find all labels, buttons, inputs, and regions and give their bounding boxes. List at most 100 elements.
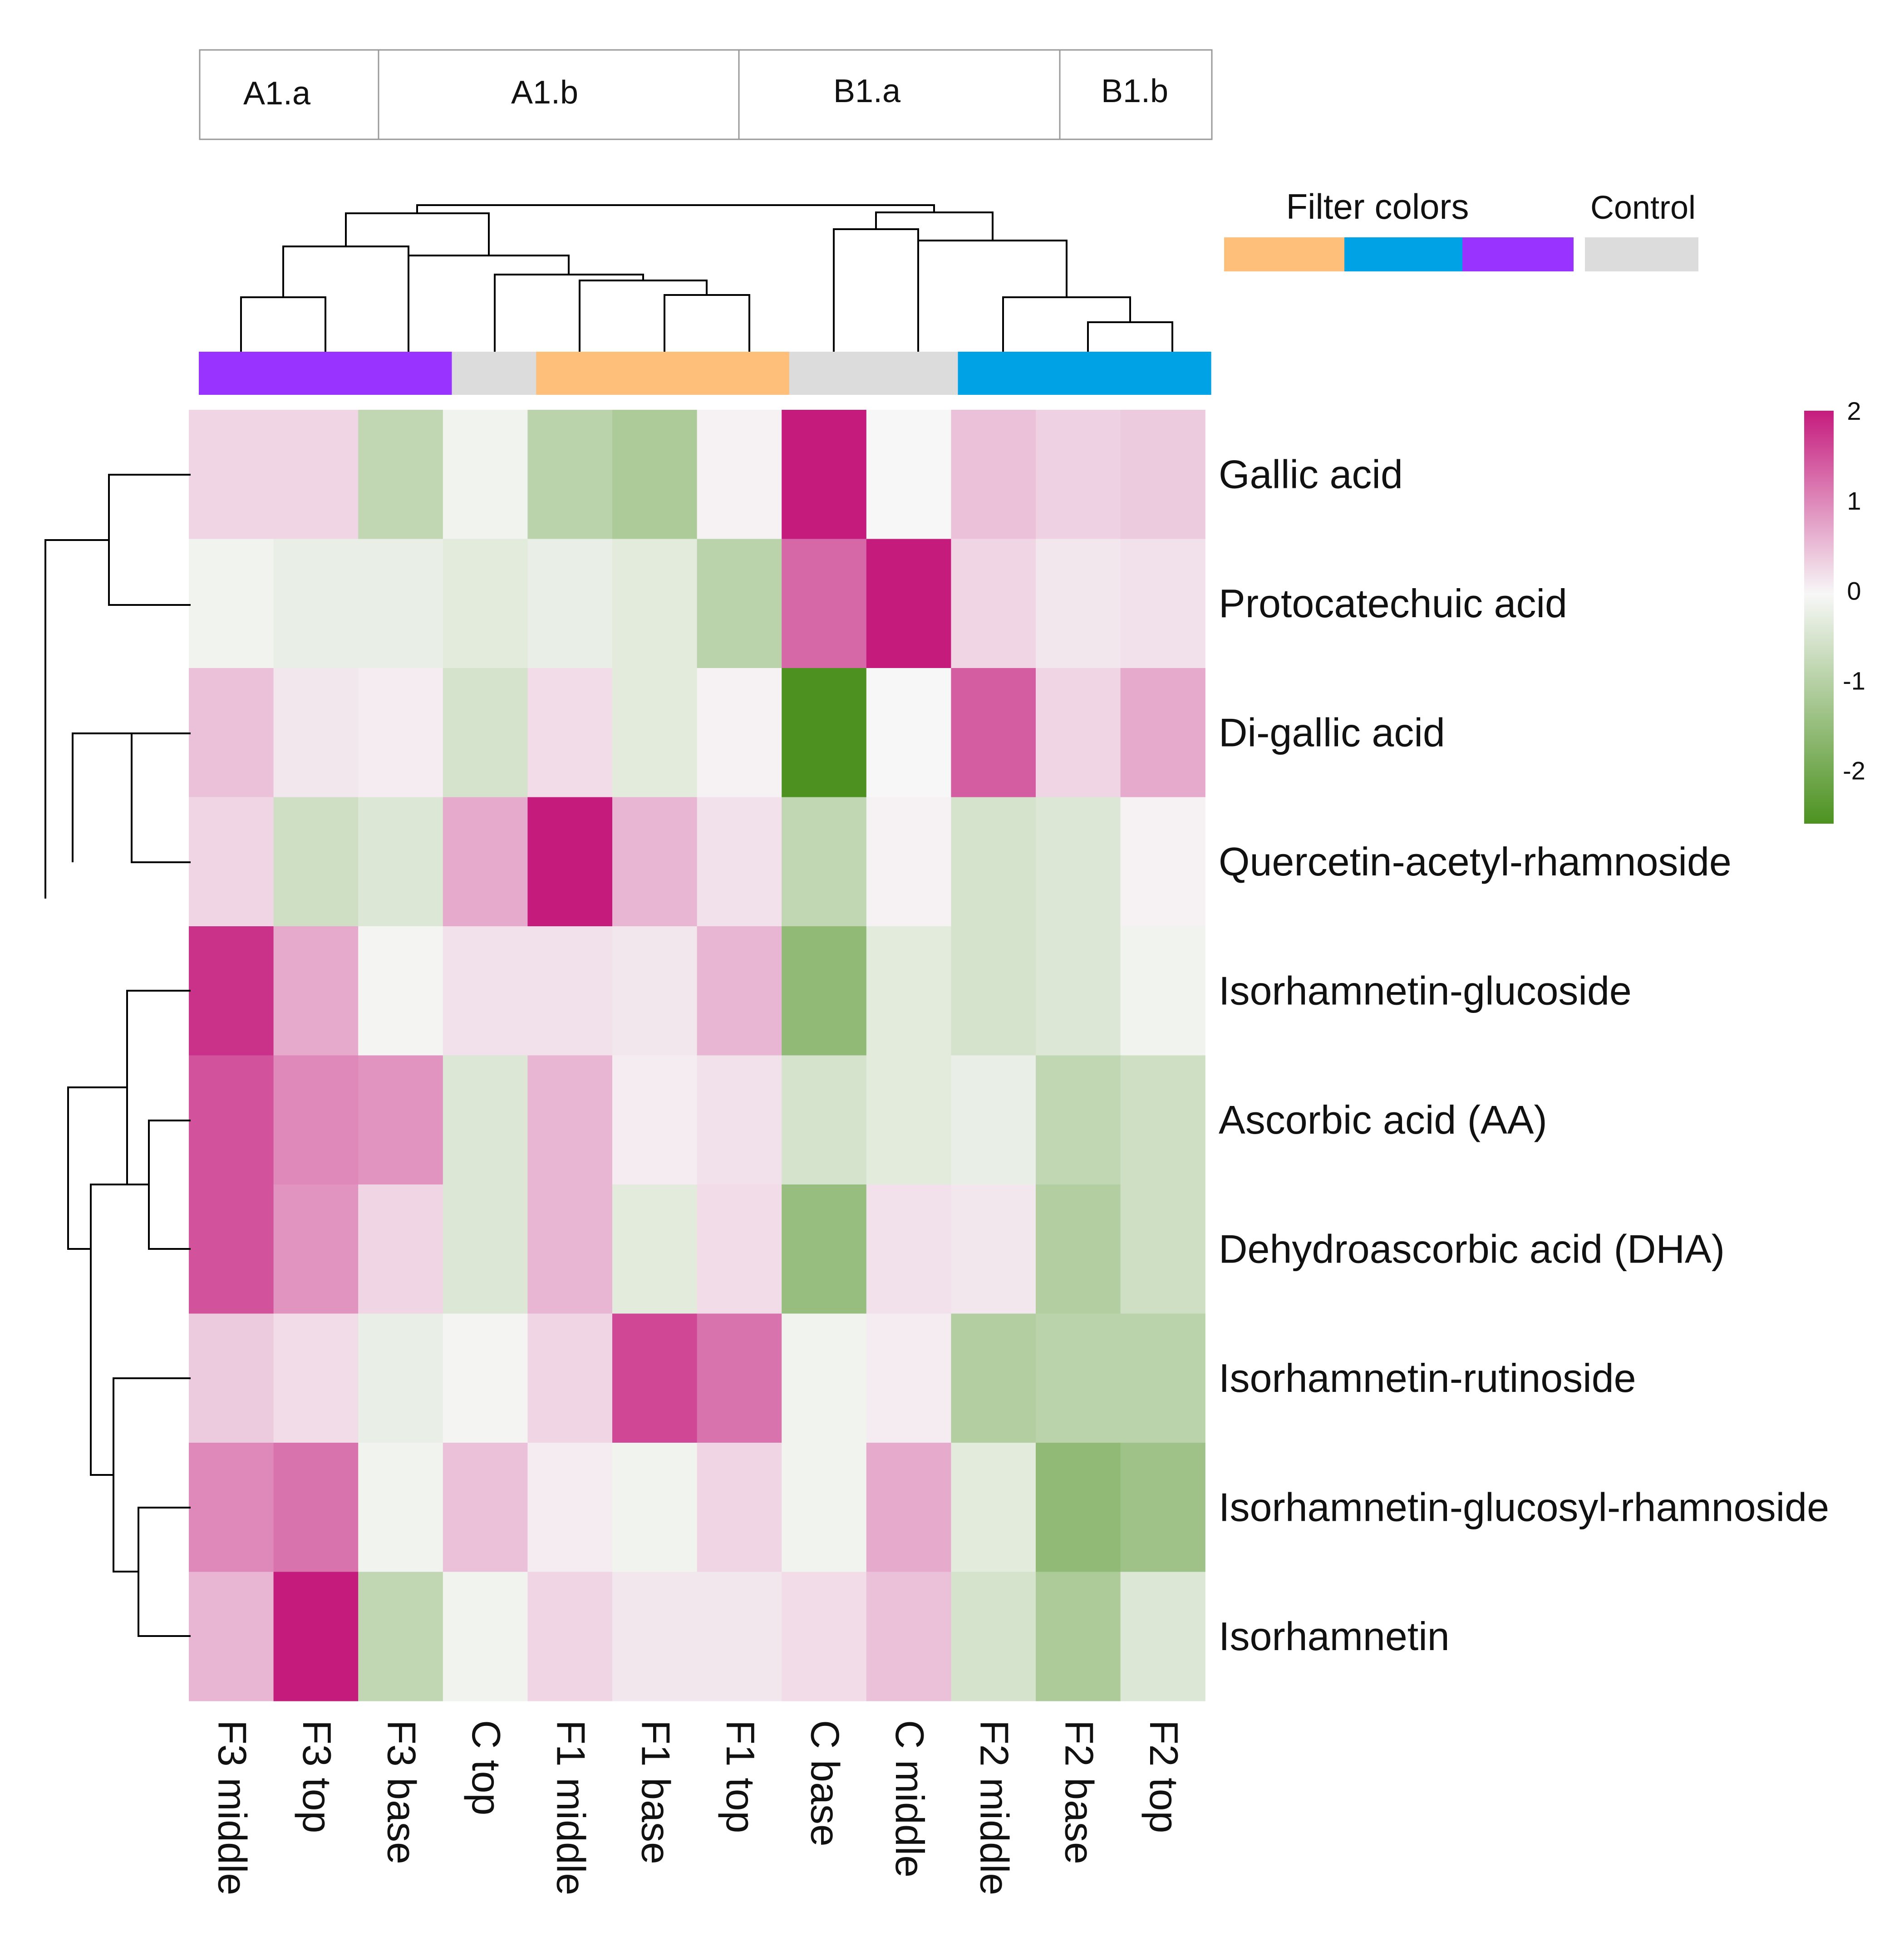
- column-label: F2 middle: [972, 1720, 1017, 1895]
- heatmap-cell: [782, 1055, 867, 1185]
- heatmap-cell: [527, 410, 613, 540]
- column-label: F1 middle: [549, 1720, 594, 1895]
- column-label: F3 base: [379, 1720, 424, 1864]
- heatmap-cell: [951, 1184, 1036, 1314]
- row-label: Ascorbic acid (AA): [1219, 1097, 1547, 1142]
- heatmap-cell: [273, 1055, 359, 1185]
- col-dendro-branch: [917, 240, 1068, 352]
- row-dendro-branch: [131, 732, 191, 863]
- color-scale-tick-label: 0: [1847, 576, 1861, 605]
- row-label: Gallic acid: [1219, 452, 1403, 496]
- heatmap-cell: [443, 539, 528, 668]
- heatmap-cell: [866, 1184, 951, 1314]
- heatmap-cell: [443, 410, 528, 540]
- heatmap-cell: [1120, 1572, 1205, 1701]
- heatmap-cell: [358, 410, 443, 540]
- heatmap-cell: [443, 926, 528, 1056]
- col-dendro-branch: [494, 274, 644, 352]
- col-dendro-branch: [875, 211, 994, 241]
- col-dendro-branch: [664, 294, 750, 352]
- heatmap-cell: [1120, 410, 1205, 540]
- heatmap-cell: [1120, 926, 1205, 1056]
- legend-swatch-f1: [1224, 237, 1344, 271]
- row-label: Dehydroascorbic acid (DHA): [1219, 1226, 1725, 1271]
- heatmap-cell: [1036, 539, 1121, 668]
- legend-swatch-f3: [1462, 237, 1574, 271]
- heatmap-cell: [612, 539, 698, 668]
- group-label: B1.a: [833, 73, 901, 109]
- heatmap-cell: [951, 539, 1036, 668]
- heatmap-cell: [273, 410, 359, 540]
- heatmap-cell: [612, 797, 698, 927]
- heatmap-cell: [951, 1443, 1036, 1572]
- legend-filter-title: Filter colors: [1286, 187, 1469, 226]
- heatmap-cell: [612, 1313, 698, 1443]
- heatmap-cell: [951, 797, 1036, 927]
- column-label: C middle: [887, 1720, 932, 1877]
- heatmap-cell: [273, 539, 359, 668]
- col-dendro-branch: [1087, 321, 1173, 352]
- heatmap-cell: [782, 1184, 867, 1314]
- heatmap-cell: [527, 1313, 613, 1443]
- legend-swatch-f2: [1344, 237, 1462, 271]
- column-dendrogram: [240, 204, 1173, 352]
- heatmap-cell: [358, 1572, 443, 1701]
- heatmap-cell: [866, 668, 951, 798]
- heatmap-cell: [1036, 1313, 1121, 1443]
- category-annotation-bar: [199, 352, 1211, 395]
- annotation-cell: [536, 352, 621, 395]
- heatmap-cell: [358, 539, 443, 668]
- color-scale-bar: [1804, 411, 1834, 824]
- row-dendro-branch: [126, 990, 191, 1185]
- legend-swatch-control: [1585, 237, 1698, 271]
- heatmap-cell: [782, 539, 867, 668]
- heatmap-cell: [443, 1572, 528, 1701]
- heatmap-cell: [443, 1055, 528, 1185]
- heatmap-cell: [612, 410, 698, 540]
- heatmap-cell: [273, 797, 359, 927]
- heatmap-cell: [358, 797, 443, 927]
- heatmap-cell: [1120, 1184, 1205, 1314]
- heatmap-cell: [358, 1443, 443, 1572]
- row-dendro-branch: [148, 1120, 191, 1250]
- heatmap-cell: [443, 797, 528, 927]
- heatmap-cell: [612, 926, 698, 1056]
- heatmap-cell: [273, 668, 359, 798]
- col-dendro-branch: [282, 246, 409, 352]
- heatmap-cell: [951, 1572, 1036, 1701]
- heatmap-cell: [697, 1184, 782, 1314]
- heatmap-cell: [1120, 1313, 1205, 1443]
- col-dendro-branch: [1002, 296, 1131, 352]
- heatmap-cell: [273, 1572, 359, 1701]
- heatmap-cell: [358, 926, 443, 1056]
- heatmap-cell: [1120, 1443, 1205, 1572]
- annotation-cell: [620, 352, 705, 395]
- row-labels: Gallic acid Protocatechuic acid Di-gallic …: [1219, 452, 1829, 1659]
- heatmap-cell: [866, 1443, 951, 1572]
- heatmap-cell: [782, 668, 867, 798]
- col-dendro-branch: [833, 228, 919, 352]
- col-dendro-branch: [345, 212, 490, 256]
- annotation-cell: [199, 352, 284, 395]
- heatmap-cell: [189, 1055, 274, 1185]
- heatmap-cell: [697, 926, 782, 1056]
- row-dendro-branch: [138, 1507, 191, 1637]
- row-dendro-branch: [90, 1184, 149, 1476]
- heatmap-cell: [697, 1313, 782, 1443]
- heatmap-cell: [866, 797, 951, 927]
- heatmap-cell: [1036, 410, 1121, 540]
- row-label: Isorhamnetin-rutinoside: [1219, 1356, 1636, 1400]
- heatmap-cell: [527, 1055, 613, 1185]
- row-dendro-branch: [72, 732, 161, 862]
- heatmap-cell: [273, 1443, 359, 1572]
- heatmap-cell: [866, 1055, 951, 1185]
- row-label: Protocatechuic acid: [1219, 581, 1567, 626]
- heatmap-cell: [189, 410, 274, 540]
- heatmap-cell: [358, 1055, 443, 1185]
- annotation-cell: [705, 352, 790, 395]
- heatmap-cell: [358, 668, 443, 798]
- col-dendro-branch: [240, 296, 326, 352]
- column-label: F3 top: [295, 1720, 339, 1833]
- heatmap-cell: [612, 1572, 698, 1701]
- group-label: A1.b: [511, 74, 578, 111]
